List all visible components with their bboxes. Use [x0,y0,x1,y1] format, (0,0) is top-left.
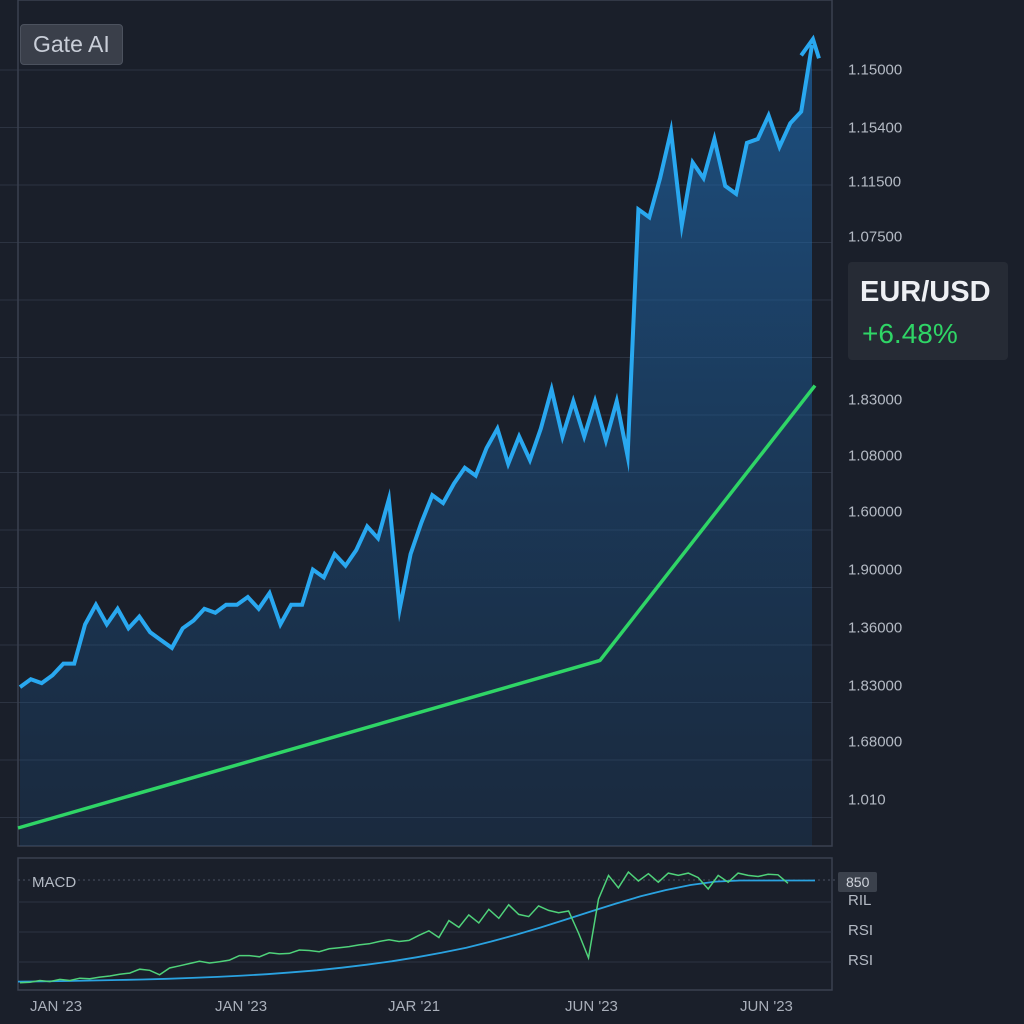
macd-line [17,879,815,983]
price-axis-label: 1.11500 [848,173,902,191]
indicator-axis-label: RSI [848,952,874,969]
brand-badge: Gate AI [20,24,123,65]
price-axis-label: 1.07500 [848,228,903,246]
moving-average-line [17,384,817,830]
x-axis-tick-label: JAN '23 [30,998,83,1015]
indicator-axis-label: RSI [848,922,874,939]
price-axis-label: 1.90000 [848,561,903,579]
trend-arrow-icon [799,34,821,59]
macd-value-badge: 850 [838,872,878,892]
price-axis-label: 1.68000 [848,733,903,751]
pair-name: EUR/USD [860,276,991,308]
x-axis-tick-label: JAN '23 [215,998,268,1015]
price-axis-label: 1.15000 [848,61,903,79]
price-line [18,44,814,689]
pair-summary-card: EUR/USD +6.48% [848,262,1008,360]
x-axis-tick-label: JUN '23 [740,998,793,1015]
price-area-fill [20,45,812,846]
price-axis-label: 1.83000 [848,677,903,695]
price-axis-label: 1.08000 [848,447,903,465]
pair-change: +6.48% [862,318,958,349]
indicator-panel-frame [17,857,833,991]
price-axis-label: 1.010 [848,791,886,809]
x-axis-tick-label: JAR '21 [388,998,441,1015]
price-axis-label: 1.15400 [848,119,903,137]
price-axis-label: 1.60000 [848,503,903,521]
price-axis-label: 1.36000 [848,619,903,637]
x-axis-tick-label: JUN '23 [565,998,618,1015]
macd-signal-line [19,870,789,984]
price-axis-label: 1.83000 [848,391,903,409]
indicator-axis-label: RIL [848,892,872,909]
indicator-title: MACD [32,874,77,891]
